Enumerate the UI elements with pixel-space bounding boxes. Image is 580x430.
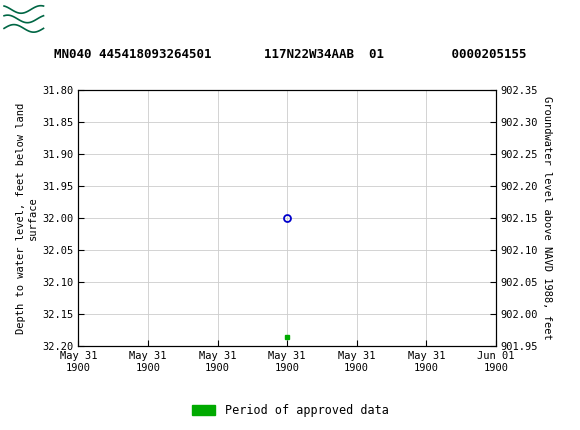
Text: MN040 445418093264501       117N22W34AAB  01         0000205155: MN040 445418093264501 117N22W34AAB 01 00… xyxy=(54,48,526,61)
Y-axis label: Depth to water level, feet below land
surface: Depth to water level, feet below land su… xyxy=(16,103,38,334)
Legend: Period of approved data: Period of approved data xyxy=(187,399,393,422)
Text: USGS: USGS xyxy=(49,10,104,28)
Bar xyxy=(3,3,46,35)
Y-axis label: Groundwater level above NAVD 1988, feet: Groundwater level above NAVD 1988, feet xyxy=(542,96,552,340)
